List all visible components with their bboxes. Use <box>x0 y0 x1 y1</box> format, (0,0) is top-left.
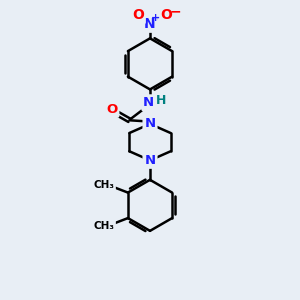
Text: +: + <box>151 13 160 23</box>
Text: N: N <box>144 17 156 31</box>
Text: O: O <box>132 8 144 22</box>
Text: N: N <box>143 96 154 109</box>
Text: O: O <box>160 8 172 22</box>
Text: CH₃: CH₃ <box>94 221 115 231</box>
Text: H: H <box>156 94 166 107</box>
Text: N: N <box>144 117 156 130</box>
Text: CH₃: CH₃ <box>94 180 115 190</box>
Text: −: − <box>170 4 181 18</box>
Text: N: N <box>144 154 156 167</box>
Text: O: O <box>106 103 118 116</box>
